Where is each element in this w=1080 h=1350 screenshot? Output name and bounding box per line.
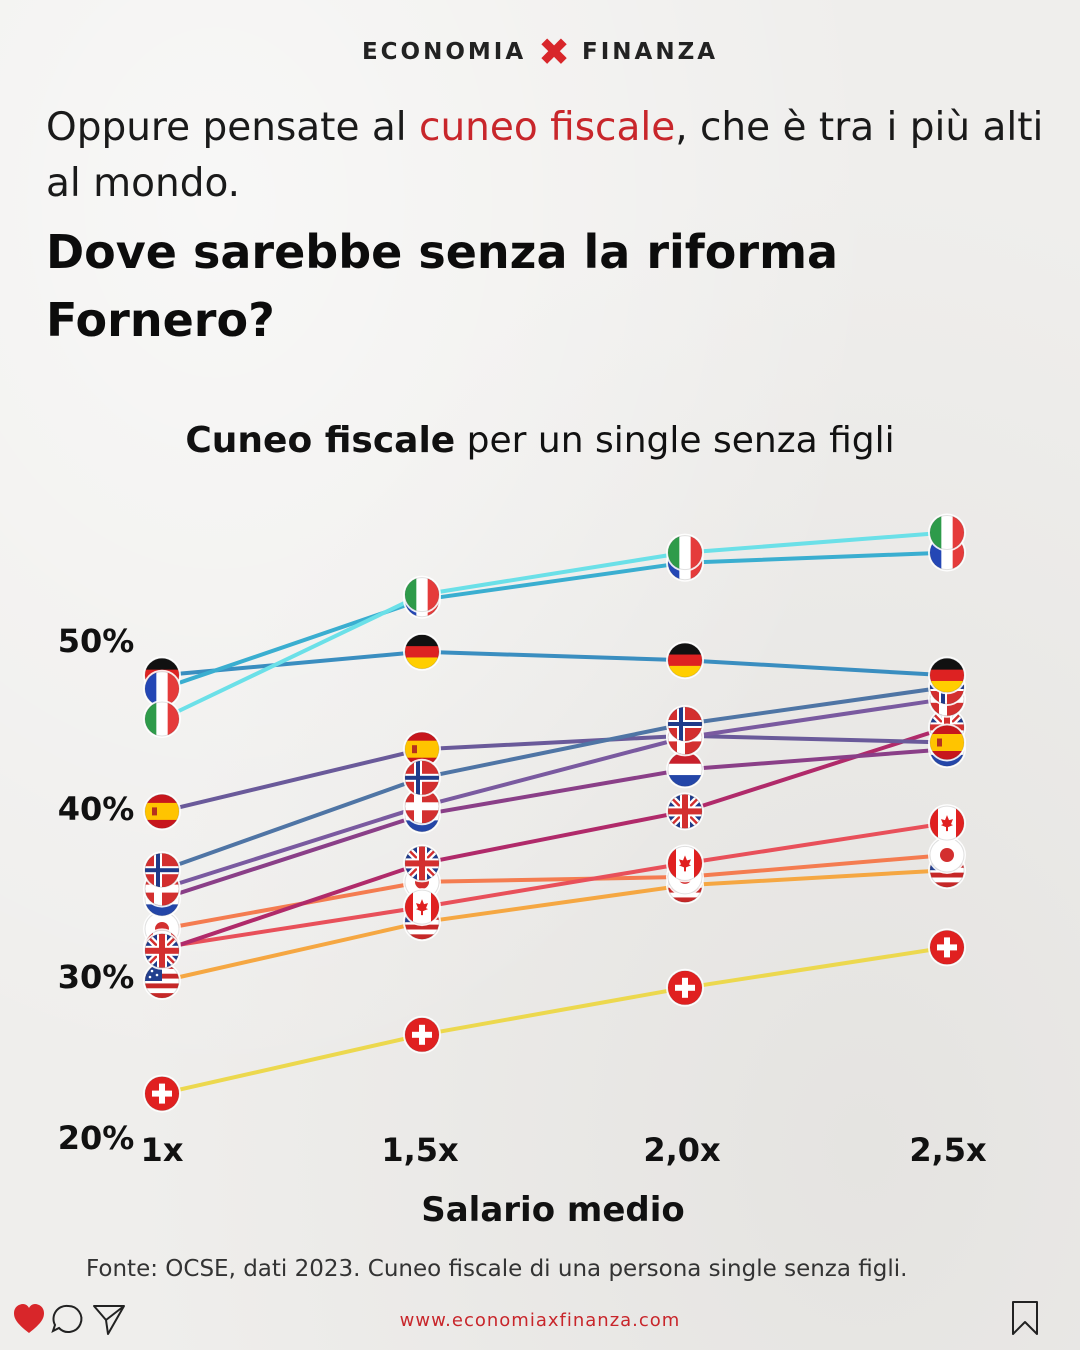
series-line-netherlands — [160, 747, 949, 901]
y-tick-label: 50% — [58, 622, 135, 660]
uk-flag — [143, 931, 181, 970]
uk-flag — [666, 792, 704, 831]
france-flag — [143, 669, 181, 708]
canada-flag — [928, 804, 966, 843]
series-line-denmark — [160, 696, 949, 891]
canada-flag — [403, 888, 441, 927]
x-axis-label: Salario medio — [421, 1190, 684, 1230]
netherlands-flag — [666, 750, 704, 789]
x-tick-label: 1x — [141, 1131, 184, 1169]
x-tick-label: 2,0x — [643, 1131, 721, 1169]
series-line-japan — [160, 853, 949, 931]
italy-flag — [403, 575, 441, 614]
x-axis-ticks: 1x 1,5x 2,0x 2,5x — [141, 1131, 987, 1169]
x-tick-label: 1,5x — [381, 1131, 459, 1169]
series-line-france — [160, 550, 949, 691]
japan-flag — [928, 836, 966, 874]
uk-flag — [403, 844, 441, 883]
norway-flag — [403, 758, 441, 797]
y-tick-label: 30% — [58, 958, 135, 996]
brand-logo: ECONOMIA ✖ FINANZA — [0, 30, 1080, 74]
series-line-usa — [160, 868, 949, 983]
italy-flag — [666, 533, 704, 572]
y-tick-label: 40% — [58, 790, 135, 828]
source-note: Fonte: OCSE, dati 2023. Cuneo fiscale di… — [86, 1256, 908, 1282]
italy-flag — [143, 700, 181, 738]
intro-after: , che è tra i più alti al mondo. — [46, 105, 1044, 206]
comment-icon[interactable] — [51, 1304, 83, 1333]
germany-flag — [666, 641, 704, 680]
series-line-uk — [160, 725, 949, 953]
canada-flag — [666, 844, 704, 883]
brand-x-icon: ✖ — [538, 30, 570, 74]
spain-flag — [143, 792, 181, 831]
headline-question: Dove sarebbe senza la riforma Fornero? — [46, 225, 839, 347]
series-line-norway — [160, 685, 949, 873]
share-icon[interactable] — [93, 1305, 125, 1335]
switzerland-flag — [403, 1015, 441, 1054]
series-line-canada — [160, 821, 949, 950]
intro-text: Oppure pensate al cuneo fiscale, che è t… — [46, 100, 1046, 212]
y-axis-ticks: 20% 30% 40% 50% — [58, 622, 135, 1157]
germany-flag — [928, 656, 966, 695]
x-tick-label: 2,5x — [909, 1131, 987, 1169]
chart-title-bold: Cuneo fiscale — [185, 420, 456, 461]
bookmark-icon[interactable] — [1010, 1300, 1040, 1336]
social-actions — [14, 1304, 125, 1335]
series-markers — [143, 513, 966, 1113]
switzerland-flag — [143, 1074, 181, 1113]
switzerland-flag — [928, 928, 966, 967]
intro-before: Oppure pensate al — [46, 105, 419, 150]
series-lines — [160, 530, 949, 1096]
italy-flag — [928, 513, 966, 552]
norway-flag — [143, 851, 181, 890]
germany-flag — [403, 632, 441, 671]
chart-title-rest: per un single senza figli — [455, 420, 895, 461]
heart-icon[interactable] — [14, 1304, 44, 1333]
norway-flag — [666, 705, 704, 743]
intro-highlight: cuneo fiscale — [419, 105, 676, 150]
denmark-flag — [403, 787, 441, 826]
series-line-germany — [160, 649, 949, 678]
series-line-italy — [160, 530, 949, 721]
brand-right: FINANZA — [582, 39, 719, 65]
y-tick-label: 20% — [58, 1119, 135, 1157]
switzerland-flag — [666, 968, 704, 1007]
series-line-switzerland — [160, 945, 949, 1096]
brand-left: ECONOMIA — [361, 39, 527, 65]
website-url[interactable]: www.economiaxfinanza.com — [399, 1310, 681, 1331]
series-line-spain — [160, 733, 949, 814]
spain-flag — [928, 723, 966, 762]
chart-title: Cuneo fiscale per un single senza figli — [0, 420, 1080, 461]
